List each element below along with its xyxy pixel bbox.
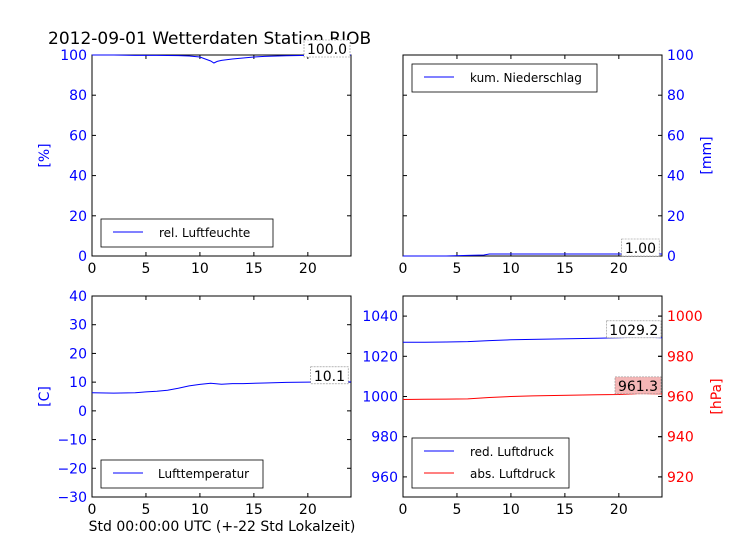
y-tick-label: 1000 <box>362 390 398 406</box>
legend-label: abs. Luftdruck <box>470 467 555 481</box>
y-tick-label: −30 <box>57 490 87 506</box>
y-tick-label: 40 <box>667 169 685 185</box>
x-tick-label: 0 <box>399 261 408 277</box>
x-tick-label: 5 <box>141 261 150 277</box>
axes-frame <box>91 54 352 257</box>
y2-tick-label: 960 <box>667 390 694 406</box>
y-tick-label: 100 <box>667 48 694 64</box>
y-tick-label: 0 <box>78 404 87 420</box>
y-tick-label: 30 <box>69 318 87 334</box>
y-tick-label: 20 <box>69 209 87 225</box>
x-tick-label: 10 <box>502 502 520 518</box>
x-tick-label: 5 <box>452 502 461 518</box>
y2-tick-label: 1000 <box>667 309 703 325</box>
x-tick-label: 5 <box>452 261 461 277</box>
axes-frame <box>402 54 663 257</box>
legend: rel. Luftfeuchte <box>100 218 274 248</box>
y-tick-label: 40 <box>69 289 87 305</box>
y-tick-label: 10 <box>69 375 87 391</box>
y-tick-label: 980 <box>371 430 398 446</box>
annotation-box <box>310 366 349 385</box>
x-tick-label: 0 <box>88 502 97 518</box>
legend-box <box>411 63 598 93</box>
y-tick-label: 0 <box>667 249 676 265</box>
y-axis-label: [C] <box>37 386 53 407</box>
annotation-box <box>621 238 660 257</box>
y-axis-label: [mm] <box>699 136 715 174</box>
annotation-label: 1029.2 <box>609 323 658 339</box>
panel-bottom-right: 0 5 10 15 20 960 980 1000 1020 1040 920 940 960 980 10… <box>362 295 725 518</box>
y-tick-label: 0 <box>78 249 87 265</box>
y2-tick-label: 920 <box>667 470 694 486</box>
x-tick-label: 15 <box>556 502 574 518</box>
x-tick-label: 0 <box>88 261 97 277</box>
y-tick-label: 80 <box>667 88 685 104</box>
x-tick-label: 20 <box>299 502 317 518</box>
y-tick-label: 1040 <box>362 309 398 325</box>
y-tick-label: 60 <box>667 128 685 144</box>
y-tick-label: 20 <box>667 209 685 225</box>
x-tick-label: 15 <box>245 502 263 518</box>
x-tick-label: 10 <box>191 261 209 277</box>
y-tick-label: 20 <box>69 346 87 362</box>
panel-bottom-left: 0 5 10 15 20 −30 −20 −10 0 10 20 30 40 [C] Lufttempera… <box>37 289 352 518</box>
x-tick-label: 20 <box>610 502 628 518</box>
panel-top-right: 0 5 10 15 20 0 20 40 60 80 100 [mm] kum. Niederschla… <box>399 48 715 277</box>
x-tick-label: 0 <box>399 502 408 518</box>
annotation-box <box>606 320 662 339</box>
y2-tick-label: 980 <box>667 349 694 365</box>
y-tick-label: −20 <box>57 461 87 477</box>
legend-box <box>100 218 274 248</box>
y-tick-label: 80 <box>69 88 87 104</box>
y-tick-label: 100 <box>60 48 87 64</box>
panel-top-left: 0 5 10 15 20 0 20 40 60 80 100 [%] rel. Luftfeuchte 1… <box>37 39 352 277</box>
annotation-label: 961.3 <box>618 379 658 395</box>
y-axis-label: [%] <box>37 143 53 167</box>
legend-label: rel. Luftfeuchte <box>159 226 250 240</box>
annotation-label: 100.0 <box>307 42 347 58</box>
y2-tick-label: 940 <box>667 430 694 446</box>
x-tick-label: 10 <box>502 261 520 277</box>
series-line-kum-niederschlag <box>403 253 662 257</box>
legend: red. Luftdruck abs. Luftdruck <box>411 437 570 489</box>
axes-frame <box>91 295 352 498</box>
x-tick-label: 5 <box>141 502 150 518</box>
series-line-lufttemperatur <box>91 381 351 394</box>
x-tick-label: 20 <box>299 261 317 277</box>
y-tick-label: 40 <box>69 169 87 185</box>
x-axis-label: Std 00:00:00 UTC (+-22 Std Lokalzeit) <box>89 519 356 535</box>
y-tick-label: −10 <box>57 433 87 449</box>
legend-label: kum. Niederschlag <box>470 71 582 85</box>
legend-label: red. Luftdruck <box>470 445 554 459</box>
annotation-label: 1.00 <box>625 241 656 257</box>
annotation-label: 10.1 <box>314 369 345 385</box>
x-tick-label: 10 <box>191 502 209 518</box>
legend: kum. Niederschlag <box>411 63 598 93</box>
legend-box <box>100 459 264 489</box>
legend-label: Lufttemperatur <box>158 467 249 481</box>
x-tick-label: 20 <box>610 261 628 277</box>
annotation-box <box>614 376 662 395</box>
x-tick-label: 15 <box>245 261 263 277</box>
y-tick-label: 960 <box>371 470 398 486</box>
x-tick-label: 15 <box>556 261 574 277</box>
figure-title: 2012-09-01 Wetterdaten Station RJOB <box>48 29 371 49</box>
y-tick-label: 60 <box>69 128 87 144</box>
series-line-rel-luftfeuchte <box>92 54 352 64</box>
y-axis-label: [hPa] <box>709 378 725 414</box>
legend-box <box>411 437 570 489</box>
legend: Lufttemperatur <box>100 459 264 489</box>
y-tick-label: 1020 <box>362 349 398 365</box>
annotation-box <box>303 39 351 58</box>
